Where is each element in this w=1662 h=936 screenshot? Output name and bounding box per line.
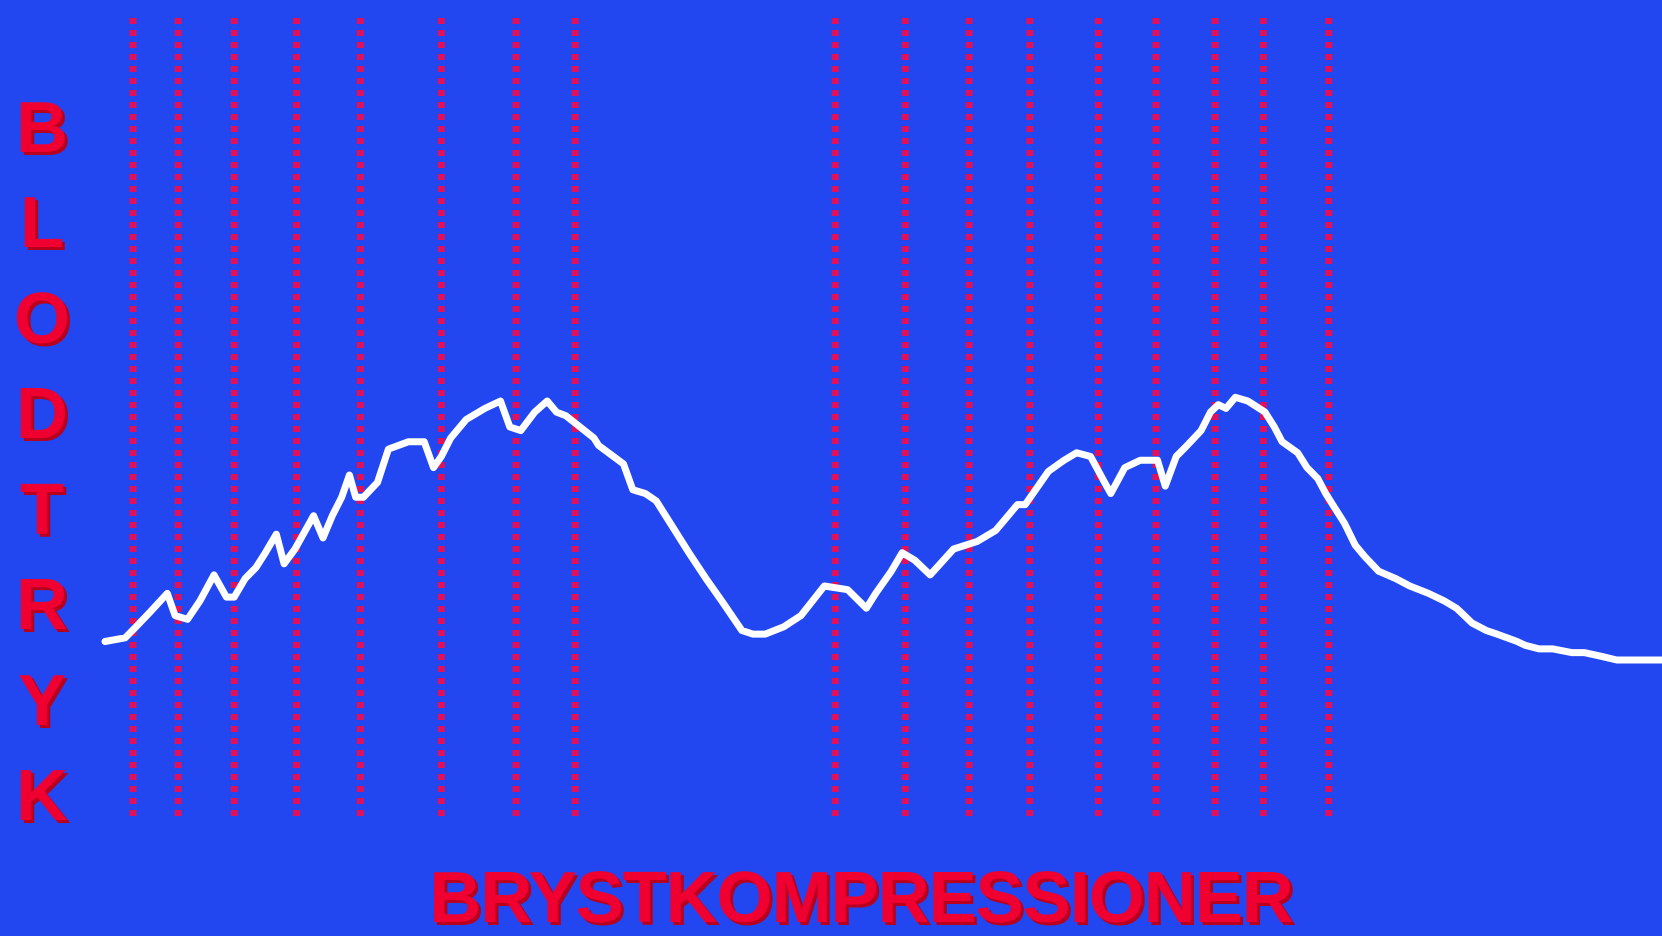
blood-pressure-line bbox=[101, 393, 1662, 664]
x-axis-label: BRYSTKOMPRESSIONER bbox=[429, 858, 1293, 936]
y-axis-label-letter: B bbox=[16, 88, 68, 168]
y-axis-label-letter: K bbox=[16, 755, 68, 836]
y-axis-label-letter: D bbox=[16, 374, 68, 455]
y-axis-label-letter: T bbox=[20, 469, 64, 550]
marker-lines-layer bbox=[129, 18, 1333, 820]
series-layer bbox=[101, 393, 1662, 664]
y-axis-label-letter: O bbox=[13, 278, 70, 359]
y-axis-label-letter: L bbox=[20, 183, 64, 264]
y-axis-label-letter: Y bbox=[17, 660, 67, 741]
y-axis-label-letter: R bbox=[16, 565, 68, 646]
